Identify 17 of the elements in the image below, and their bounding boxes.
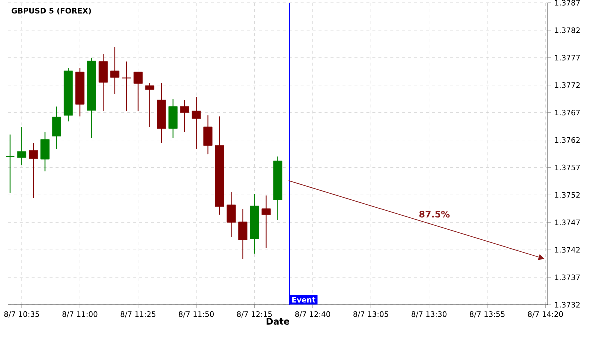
candlestick — [52, 106, 62, 150]
candlestick — [180, 100, 190, 132]
annotation: 87.5% — [420, 211, 450, 218]
candlestick — [226, 192, 236, 238]
candlestick — [238, 209, 248, 260]
candlestick — [145, 82, 155, 128]
candlestick — [110, 47, 120, 95]
candlestick — [17, 126, 26, 166]
candlestick — [262, 195, 271, 249]
candlestick — [40, 132, 50, 172]
x-axis-title: Date — [266, 318, 290, 325]
candlestick — [168, 98, 178, 139]
candlestick — [192, 96, 202, 150]
candlestick — [134, 72, 143, 112]
candlestick — [29, 142, 38, 199]
candlestick — [204, 115, 213, 155]
candlestick — [98, 54, 108, 112]
